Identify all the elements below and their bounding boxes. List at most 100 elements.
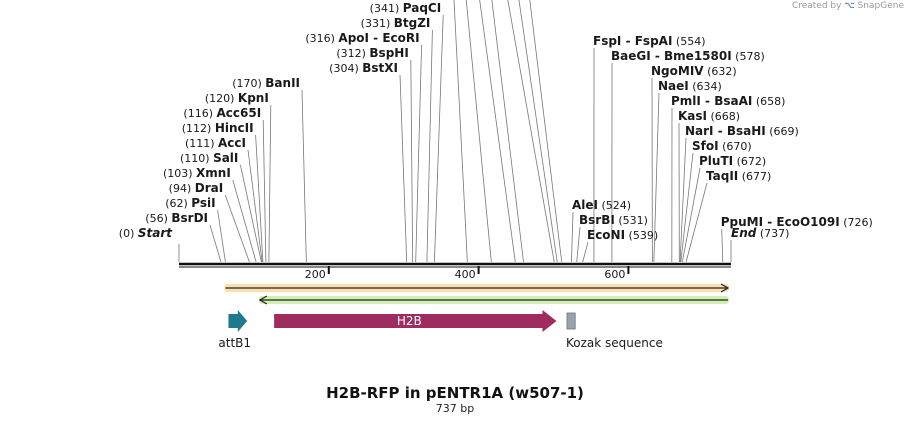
site-ngomiv: NgoMIV (632) (651, 64, 737, 78)
site-label: (0) Start (119, 226, 173, 240)
site-labels: (0) Start(56) BsrDI(62) PsiI(94) DraI(10… (119, 1, 873, 242)
site-label: NgoMIV (632) (651, 64, 737, 78)
site-label: EcoNI (539) (587, 228, 658, 242)
orf-bar-2 (258, 295, 730, 305)
site-drai: (94) DraI (169, 181, 224, 195)
site-connector (426, 29, 433, 263)
site-label: End (737) (731, 226, 789, 240)
site-econi: EcoNI (539) (587, 228, 658, 242)
orf-bar-1 (224, 283, 730, 293)
tick-label-600: 600 (604, 268, 625, 281)
site-connector (721, 228, 724, 263)
site-baegi-bme1580i: BaeGI - Bme1580I (578) (611, 49, 765, 63)
site-apoi-ecori: (316) ApoI - EcoRI (305, 31, 419, 45)
feature-track: attB1 H2B Kozak sequence (218, 310, 663, 350)
site-label: (112) HincII (182, 121, 254, 135)
site-lines (178, 0, 732, 263)
site-bsphi: (312) BspHI (336, 46, 408, 60)
sequence-ruler: 200 400 600 (179, 262, 731, 281)
feature-label: H2B (397, 314, 422, 328)
site-label: PluTI (672) (699, 154, 766, 168)
site-label: (116) Acc65I (183, 106, 261, 120)
site-label: (312) BspHI (336, 46, 408, 60)
site-bstxi: (304) BstXI (329, 61, 398, 75)
site-connector (209, 224, 222, 263)
sequence-length: 737 bp (435, 402, 475, 415)
feature-h2b: H2B (274, 310, 557, 332)
site-connector (399, 74, 408, 263)
site-connector (217, 209, 226, 263)
site-sfoi: SfoI (670) (692, 139, 752, 153)
site-label: AleI (524) (572, 198, 631, 212)
feature-shape (566, 312, 576, 330)
site-connector (268, 104, 272, 263)
site-xmni: (103) XmnI (163, 166, 231, 180)
site-connector (518, 0, 558, 263)
site-label: BsrBI (531) (579, 213, 648, 227)
site-connector (232, 179, 257, 263)
feature-label: Kozak sequence (566, 336, 663, 350)
orf-bars (224, 283, 730, 305)
site-naei: NaeI (634) (658, 79, 722, 93)
site-label: (56) BsrDI (145, 211, 208, 225)
site-connector (415, 44, 422, 263)
feature-kozak-sequence: Kozak sequence (566, 312, 663, 350)
site-label: (304) BstXI (329, 61, 398, 75)
site-label: KasI (668) (678, 109, 740, 123)
site-connector (255, 134, 264, 263)
site-fspi-fspai: FspI - FspAI (554) (593, 34, 706, 48)
site-connector (576, 226, 581, 263)
site-label: (111) AccI (185, 136, 246, 150)
site-label: SfoI (670) (692, 139, 752, 153)
site-end: End (737) (731, 226, 789, 240)
site-label: (341) PaqCI (370, 1, 442, 15)
site-bsrbi: BsrBI (531) (579, 213, 648, 227)
site-hincii: (112) HincII (182, 121, 254, 135)
site-connector (240, 164, 262, 263)
tick-label-400: 400 (455, 268, 476, 281)
site-label: (103) XmnI (163, 166, 231, 180)
credit-prefix: Created by (791, 1, 842, 11)
site-connector (301, 89, 307, 263)
site-kasi: KasI (668) (678, 109, 740, 123)
site-alei: AleI (524) (572, 198, 631, 212)
site-connector (653, 92, 660, 263)
feature-attb1: attB1 (218, 310, 251, 350)
site-label: (170) BanII (232, 76, 300, 90)
site-label: (94) DraI (169, 181, 224, 195)
site-connector (262, 119, 267, 263)
site-connector (465, 0, 492, 263)
feature-label: attB1 (218, 336, 251, 350)
site-start: (0) Start (119, 226, 173, 240)
site-connector (491, 0, 524, 263)
site-connector (507, 0, 555, 263)
site-kpni: (120) KpnI (205, 91, 269, 105)
site-connector (679, 137, 687, 263)
site-connector (410, 59, 414, 263)
site-connector (680, 152, 694, 263)
site-paqci: (341) PaqCI (370, 1, 442, 15)
site-pluti: PluTI (672) (699, 154, 766, 168)
site-acc65i: (116) Acc65I (183, 106, 261, 120)
site-connector (434, 14, 444, 263)
site-taqii: TaqII (677) (706, 169, 771, 183)
orf-arrow-head (258, 295, 268, 305)
snapgene-logo-icon: ⌥ (844, 1, 855, 11)
site-connector (681, 167, 701, 263)
credit-brand: SnapGene (857, 1, 904, 11)
site-label: (316) ApoI - EcoRI (305, 31, 419, 45)
snapgene-credit: Created by ⌥ SnapGene (792, 1, 904, 11)
site-btgzi: (331) BtgZI (361, 16, 431, 30)
site-ppumi-ecoo109i: PpuMI - EcoO109I (726) (721, 215, 873, 229)
site-bsrdi: (56) BsrDI (145, 211, 208, 225)
tick-label-200: 200 (305, 268, 326, 281)
site-label: (110) SalI (180, 151, 238, 165)
site-connector (582, 241, 589, 263)
site-sali: (110) SalI (180, 151, 238, 165)
site-connector (529, 0, 563, 263)
feature-shape (274, 310, 557, 332)
site-label: TaqII (677) (706, 169, 771, 183)
site-label: PpuMI - EcoO109I (726) (721, 215, 873, 229)
site-label: BaeGI - Bme1580I (578) (611, 49, 765, 63)
